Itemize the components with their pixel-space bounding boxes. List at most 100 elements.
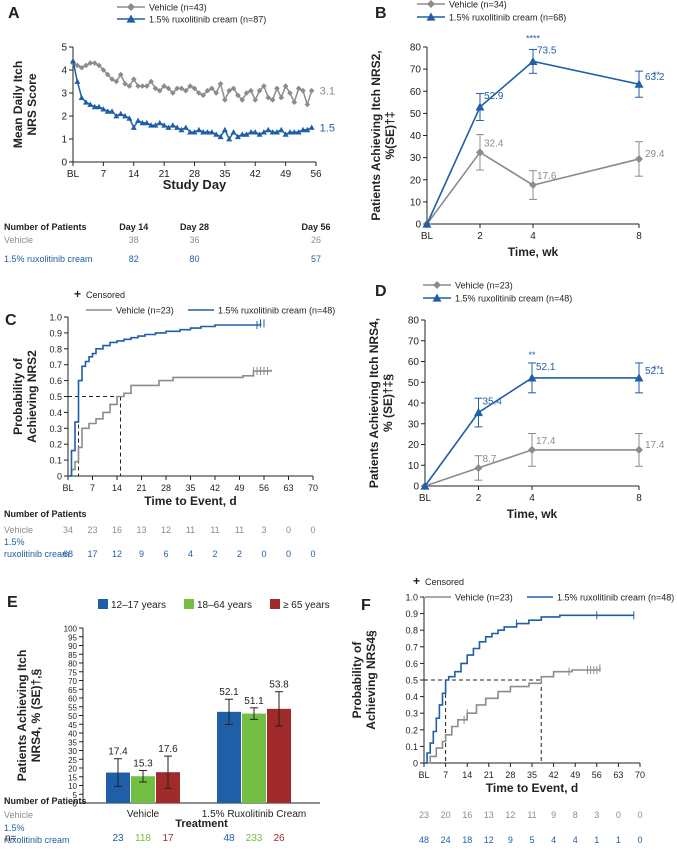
- panel-e-legend-label-2: ≥ 65 years: [283, 600, 330, 611]
- panel-b-point-ruxolitinib: [634, 79, 644, 88]
- panel-f-table-row-label: ruxolitinib cream: [4, 835, 70, 845]
- panel-e-y-axis-label: Patients Achieving Itch: [15, 650, 29, 782]
- panel-a-series-line-0: [72, 62, 313, 107]
- panel-f-table-cell: 8: [573, 810, 578, 820]
- panel-e-data-label: 17.4: [108, 747, 128, 758]
- panel-a-series-line-1: [72, 60, 313, 141]
- panel-a-point-vehicle: [252, 97, 259, 103]
- panel-a-x-tick-label: 35: [219, 169, 231, 180]
- panel-c-x-tick-label: 7: [90, 483, 95, 493]
- panel-a-point-vehicle: [204, 87, 211, 94]
- panel-a-point-vehicle: [187, 83, 193, 89]
- panel-e-legend-swatch-1: [184, 599, 194, 609]
- panel-d-point-ruxolitinib: [634, 373, 644, 382]
- panel-a-point-ruxolitinib: [130, 124, 137, 130]
- panel-a-table-cell: 36: [189, 235, 199, 245]
- panel-f-x-tick-label: 70: [635, 770, 645, 780]
- panel-c-censor-legend-icon: +: [74, 287, 81, 301]
- panel-c-table-cell: 4: [188, 549, 193, 559]
- panel-a-point-ruxolitinib: [126, 115, 133, 121]
- panel-a-point-ruxolitinib: [109, 108, 116, 114]
- panel-a-point-vehicle: [96, 62, 102, 69]
- panel-e-y-tick-label: 5: [73, 791, 78, 800]
- panel-a-point-ruxolitinib: [100, 106, 107, 112]
- panel-c-x-axis-label: Time to Event, d: [144, 494, 236, 508]
- panel-a-point-vehicle: [83, 62, 89, 69]
- panel-b-y-axis-label: %(SE)†‡: [383, 111, 397, 159]
- panel-a-point-ruxolitinib: [74, 78, 81, 84]
- panel-c-table-cell: 11: [235, 525, 244, 535]
- panel-b-point-ruxolitinib: [528, 56, 538, 65]
- panel-d-y-tick-label: 70: [408, 336, 420, 347]
- panel-c-table-cell: 6: [163, 549, 168, 559]
- panel-a-point-vehicle: [100, 67, 107, 73]
- panel-a-point-ruxolitinib: [83, 99, 90, 105]
- panel-e-category-label: Vehicle: [127, 809, 160, 820]
- panel-c-y-tick-label: 1.0: [49, 313, 62, 323]
- panel-b-y-tick-label: 40: [410, 131, 422, 142]
- panel-d-point-vehicle: [474, 463, 483, 472]
- panel-a-table-title: Number of Patients: [4, 222, 87, 232]
- panel-d-point-ruxolitinib: [420, 481, 430, 490]
- panel-f-table-cell: 4: [573, 835, 578, 845]
- panel-f-table-cell: 12: [505, 810, 515, 820]
- panel-f-table-cell: 12: [484, 835, 494, 845]
- panel-a-point-ruxolitinib: [200, 129, 207, 135]
- panel-a-point-vehicle: [91, 60, 98, 66]
- panel-e-data-label: 15.3: [133, 758, 153, 769]
- panel-f-x-tick-label: 56: [592, 770, 602, 780]
- panel-b-point-ruxolitinib: [475, 102, 485, 111]
- panel-c-y-tick-label: 0.1: [49, 456, 62, 466]
- panel-a-end-label-0: 3.1: [320, 86, 335, 98]
- panel-e-n-value: 233: [246, 833, 263, 844]
- panel-a-point-vehicle: [217, 81, 224, 87]
- panel-f-y-axis-label: Achieving NRS4§: [364, 630, 378, 730]
- panel-f-table-cell: 1: [616, 835, 621, 845]
- panel-b-significance: ****: [526, 33, 541, 43]
- panel-a-point-vehicle: [135, 83, 141, 89]
- panel-e-legend-label-0: 12–17 years: [111, 600, 166, 611]
- panel-a-x-tick-label: 14: [128, 169, 140, 180]
- panel-f-y-tick-label: 0: [413, 759, 418, 769]
- panel-a-point-vehicle: [196, 90, 202, 96]
- panel-c-table-cell: 11: [186, 525, 195, 535]
- panel-d-x-axis-label: Time, wk: [507, 507, 558, 521]
- panel-a-point-vehicle: [113, 78, 120, 85]
- panel-a-point-vehicle: [139, 83, 146, 89]
- panel-e-y-tick-label: 40: [68, 730, 77, 739]
- panel-a-legend-marker-0: [127, 3, 135, 11]
- panel-c-y-tick-label: 0.6: [49, 376, 62, 386]
- panel-a-point-ruxolitinib: [234, 133, 241, 140]
- panel-a-table-cell: 26: [311, 235, 321, 245]
- panel-c-y-tick-label: 0.3: [49, 424, 62, 434]
- panel-a-end-label-1: 1.5: [320, 123, 335, 135]
- panel-f-x-tick-label: 63: [613, 770, 623, 780]
- panel-c-x-tick-label: 49: [234, 483, 244, 493]
- panel-e-n-value: 17: [162, 833, 174, 844]
- panel-a-point-ruxolitinib: [195, 126, 202, 133]
- panel-c-table-cell: 0: [261, 549, 266, 559]
- panel-c-x-tick-label: 35: [185, 483, 195, 493]
- panel-b-legend-label-1: 1.5% ruxolitinib cream (n=68): [449, 13, 566, 23]
- panel-c-y-tick-label: 0.5: [49, 392, 62, 402]
- panel-f-table-row-label: 1.5%: [4, 823, 25, 833]
- panel-a-point-vehicle: [209, 85, 215, 92]
- panel-a-y-tick-label: 4: [61, 66, 67, 77]
- panel-a-point-ruxolitinib: [243, 131, 250, 137]
- panel-f-x-tick-label: 7: [443, 770, 448, 780]
- panel-a-point-ruxolitinib: [226, 136, 233, 142]
- panel-c-table-cell: 0: [286, 549, 291, 559]
- panel-a-point-vehicle: [174, 85, 180, 92]
- panel-a-point-ruxolitinib: [208, 129, 215, 135]
- panel-e-y-tick-label: 90: [68, 642, 77, 651]
- panel-a-point-ruxolitinib: [161, 122, 168, 128]
- panel-b-legend-marker-0: [427, 0, 435, 8]
- panel-a-point-vehicle: [170, 90, 176, 96]
- panel-b-data-label: 17.6: [537, 171, 557, 182]
- panel-a-point-vehicle: [235, 92, 241, 99]
- panel-c-table-cell: 17: [87, 549, 97, 559]
- panel-a-point-ruxolitinib: [278, 126, 285, 133]
- panel-f-table-cell: 24: [441, 835, 451, 845]
- panel-a-point-vehicle: [287, 90, 293, 96]
- panel-b-y-tick-label: 80: [410, 43, 422, 54]
